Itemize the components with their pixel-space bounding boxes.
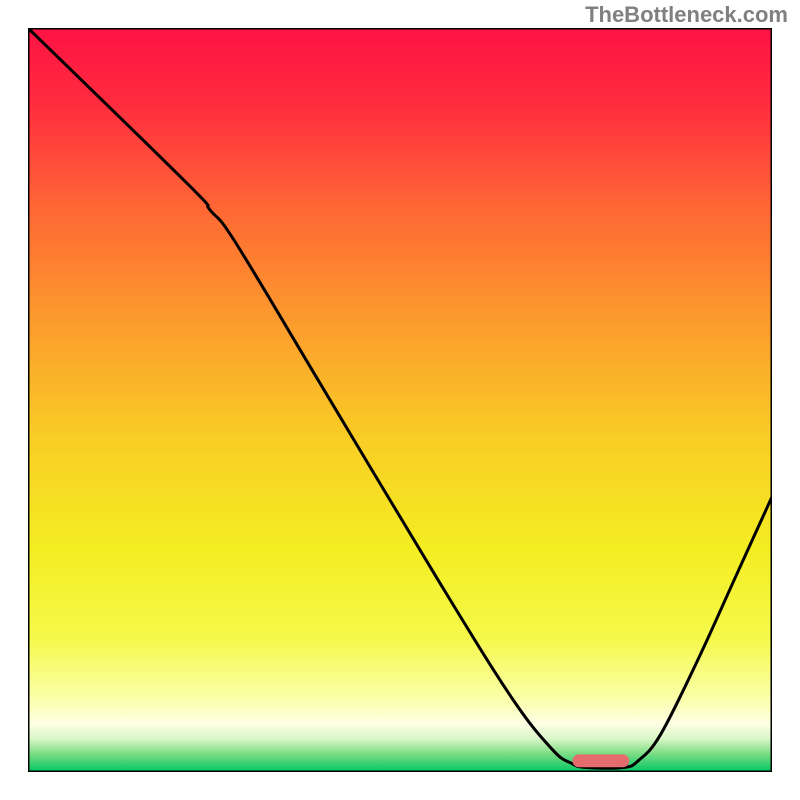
gradient-background xyxy=(28,28,772,772)
chart-svg xyxy=(28,28,772,772)
watermark-text: TheBottleneck.com xyxy=(585,2,788,28)
bottleneck-chart xyxy=(28,28,772,772)
optimal-marker xyxy=(573,755,629,767)
